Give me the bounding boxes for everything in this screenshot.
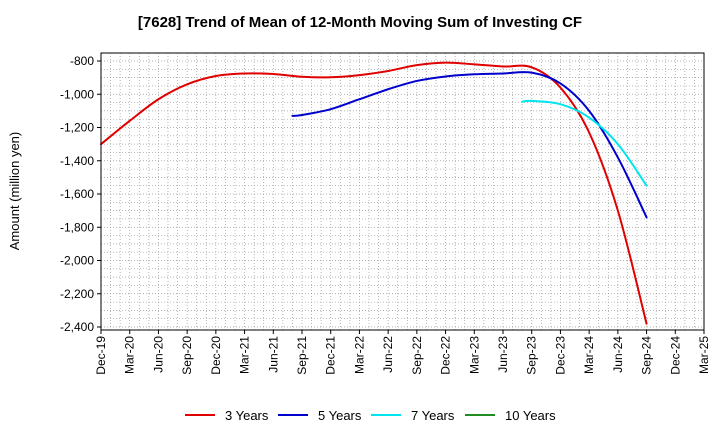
y-tick-label: -1,600	[60, 187, 94, 201]
series-line-7-years	[521, 99, 648, 187]
x-tick-label: Jun-21	[266, 336, 280, 373]
y-tick-label: -1,200	[60, 121, 94, 135]
y-tick-label: -2,000	[60, 254, 94, 268]
x-tick-label: Jun-24	[611, 336, 625, 373]
x-tick-label: Sep-20	[180, 336, 194, 375]
legend-label-10-years: 10 Years	[505, 408, 556, 423]
x-tick-label: Dec-22	[439, 336, 453, 375]
x-tick-label: Mar-24	[582, 336, 596, 374]
y-tick-label: -1,000	[60, 87, 94, 101]
x-axis-ticks: Dec-19 Mar-20 Jun-20 Sep-20 Dec-20 Mar-21 Jun-…	[94, 330, 711, 375]
legend: 3 Years 5 Years 7 Years 10 Years	[185, 408, 556, 423]
y-tick-label: -2,200	[60, 287, 94, 301]
legend-label-5-years: 5 Years	[318, 408, 362, 423]
x-tick-label: Sep-21	[295, 336, 309, 375]
grid	[100, 53, 705, 330]
x-tick-label: Mar-23	[467, 336, 481, 374]
chart-title: [7628] Trend of Mean of 12-Month Moving …	[138, 14, 582, 31]
series-line-3-years	[100, 61, 648, 325]
x-tick-label: Mar-21	[238, 336, 252, 374]
x-tick-label: Jun-23	[496, 336, 510, 373]
series-line-5-years	[291, 71, 648, 219]
y-axis-label: Amount (million yen)	[7, 132, 22, 251]
y-tick-label: -1,400	[60, 154, 94, 168]
x-tick-label: Sep-24	[640, 336, 654, 375]
x-tick-label: Dec-21	[324, 336, 338, 375]
y-tick-label: -800	[70, 54, 94, 68]
x-tick-label: Dec-19	[94, 336, 108, 375]
x-tick-label: Sep-22	[410, 336, 424, 375]
x-tick-label: Sep-23	[525, 336, 539, 375]
x-tick-label: Mar-25	[697, 336, 711, 374]
legend-label-7-years: 7 Years	[411, 408, 455, 423]
plot-frame	[100, 52, 705, 331]
x-tick-label: Mar-22	[352, 336, 366, 374]
x-tick-label: Mar-20	[123, 336, 137, 374]
x-tick-label: Jun-22	[381, 336, 395, 373]
x-tick-label: Jun-20	[151, 336, 165, 373]
y-tick-label: -2,400	[60, 320, 94, 334]
y-axis-ticks: -800 -1,000 -1,200 -1,400 -1,600 -1,800 -2,000…	[60, 54, 101, 334]
y-tick-label: -1,800	[60, 220, 94, 234]
series-lines	[100, 61, 648, 325]
legend-label-3-years: 3 Years	[225, 408, 269, 423]
x-tick-label: Dec-23	[553, 336, 567, 375]
x-tick-label: Dec-20	[209, 336, 223, 375]
x-tick-label: Dec-24	[668, 336, 682, 375]
